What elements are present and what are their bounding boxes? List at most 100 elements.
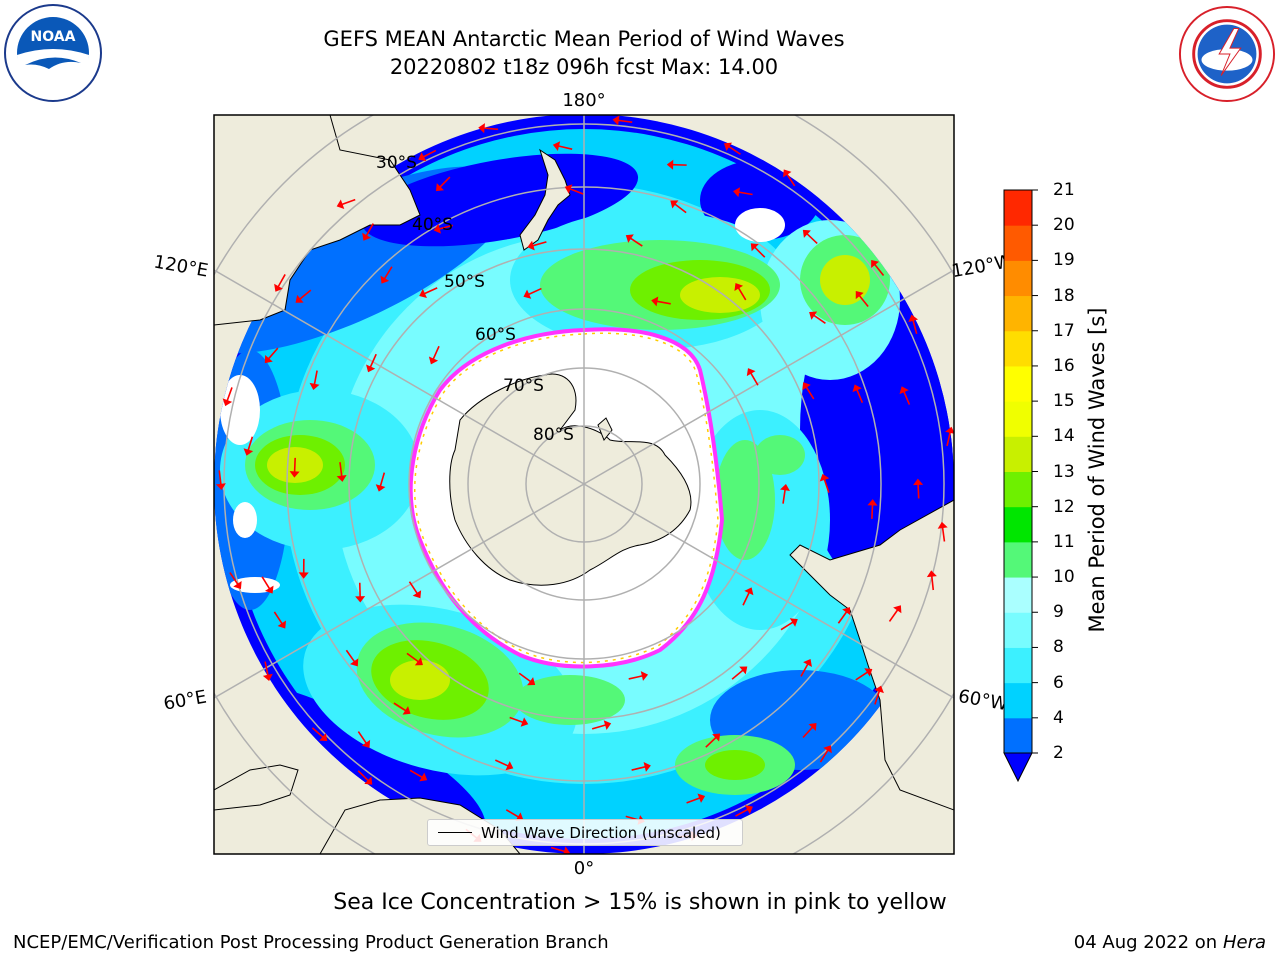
map-frame — [213, 114, 955, 855]
colorbar-tick-label: 10 — [1053, 567, 1075, 588]
wave-direction-arrow — [247, 436, 254, 451]
colorbar-tick-label: 15 — [1053, 391, 1075, 412]
wave-direction-arrowhead — [262, 673, 273, 681]
wave-direction-arrow — [550, 846, 565, 853]
colorbar-bin — [1004, 541, 1032, 578]
wave-direction-arrow — [569, 188, 584, 195]
wave-direction-arrowhead — [651, 296, 659, 307]
colorbar-tick-label: 18 — [1053, 285, 1075, 306]
wave-direction-arrowhead — [309, 382, 320, 391]
lon-label-60e: 60°E — [162, 686, 208, 714]
madagascar-landmass — [214, 764, 299, 811]
wave-direction-arrow — [858, 295, 869, 308]
wave-direction-arrow — [941, 527, 946, 542]
wave-direction-arrow — [805, 386, 815, 400]
wave-direction-arrowhead — [289, 471, 300, 478]
antarctica-landmass — [449, 373, 692, 586]
wave-direction-arrow — [631, 766, 646, 771]
wave-direction-arrow — [264, 661, 269, 676]
colorbar-tick-label: 11 — [1053, 531, 1075, 552]
wave-direction-arrowhead — [478, 123, 485, 134]
wave-direction-arrow — [630, 237, 643, 247]
graticule — [214, 115, 954, 854]
wave-direction-arrowhead — [362, 232, 371, 241]
wave-direction-arrow — [931, 576, 935, 591]
legend-line-icon — [438, 832, 472, 833]
wave-direction-arrow — [439, 224, 453, 230]
wave-direction-arrowhead — [298, 572, 309, 579]
wave-direction-arrow — [917, 484, 920, 499]
colorbar-tick-label: 20 — [1053, 215, 1075, 236]
colorbar-label: Mean Period of Wind Waves [s] — [1085, 307, 1109, 633]
wave-direction-arrowhead — [243, 448, 254, 456]
wave-direction-arrow — [393, 702, 407, 712]
wave-direction-arrowhead — [871, 259, 880, 269]
wave-direction-arrow — [226, 387, 233, 401]
wave-direction-arrowhead — [802, 382, 811, 391]
wave-direction-arrow — [591, 724, 606, 730]
wave-direction-arrowhead — [375, 484, 386, 492]
wave-direction-arrow — [341, 198, 356, 206]
wave-direction-arrowhead — [435, 183, 444, 192]
wave-direction-arrow — [903, 391, 911, 405]
lon-label-120e: 120°E — [152, 251, 210, 281]
wave-direction-arrowhead — [319, 733, 328, 742]
wave-direction-arrow — [874, 264, 885, 276]
wave-direction-arrow — [484, 127, 499, 131]
wave-direction-arrow — [738, 191, 753, 196]
colorbar-bin — [1004, 365, 1032, 402]
wave-direction-arrow — [728, 145, 741, 155]
lon-label-180: 180° — [562, 90, 605, 111]
wave-direction-arrowhead — [336, 199, 345, 209]
wave-direction-arrow — [277, 274, 286, 288]
wave-direction-arrowhead — [505, 761, 514, 771]
wave-direction-arrow — [823, 479, 830, 493]
wave-direction-arrow — [731, 669, 744, 680]
wave-direction-arrow — [737, 287, 747, 301]
wave-direction-arrowhead — [612, 115, 620, 126]
wave-direction-arrowhead — [527, 240, 535, 251]
wave-direction-arrowhead — [670, 200, 679, 209]
producer-credit: NCEP/EMC/Verification Post Processing Pr… — [13, 932, 609, 953]
wave-direction-arrowhead — [355, 596, 366, 603]
sea-ice-note: Sea Ice Concentration > 15% is shown in … — [333, 890, 947, 915]
wave-direction-arrow — [261, 576, 271, 590]
wave-direction-arrow — [229, 572, 239, 585]
wave-direction-arrow — [946, 432, 951, 447]
wave-direction-arrowhead — [603, 720, 612, 730]
legend-label: Wind Wave Direction (unscaled) — [481, 823, 721, 842]
wave-direction-arrowhead — [277, 620, 287, 629]
wave-direction-arrowhead — [264, 355, 273, 364]
wave-direction-arrowhead — [274, 283, 283, 292]
wave-direction-arrowhead — [867, 499, 878, 506]
wave-direction-arrowhead — [564, 184, 573, 194]
colorbar-bin — [1004, 506, 1032, 543]
wave-direction-arrow — [406, 652, 419, 663]
wave-direction-arrowhead — [899, 386, 909, 395]
colorbar-tick-label: 8 — [1053, 637, 1064, 658]
wave-direction-arrowhead — [523, 289, 532, 299]
wave-direction-arrowhead — [802, 229, 811, 238]
nws-logo-icon — [1178, 5, 1276, 103]
wave-direction-arrow — [313, 370, 318, 385]
wave-direction-arrow — [813, 314, 826, 324]
wave-direction-arrowhead — [520, 717, 529, 727]
wave-direction-arrowhead — [937, 521, 948, 529]
wave-direction-arrowhead — [364, 776, 373, 785]
wave-direction-arrow — [800, 663, 809, 677]
wave-direction-arrowhead — [366, 364, 376, 373]
wave-direction-arrowhead — [808, 722, 817, 731]
wave-direction-arrowhead — [783, 169, 792, 178]
wave-direction-arrow — [409, 769, 423, 778]
wave-direction-arrowhead — [893, 605, 902, 614]
colorbar-tick-label: 6 — [1053, 672, 1064, 693]
wave-direction-arrowhead — [734, 283, 744, 291]
wave-direction-arrow — [509, 716, 524, 723]
colorbar-tick-label: 4 — [1053, 707, 1064, 728]
new-zealand-landmass — [519, 148, 571, 251]
run-machine: Hera — [1222, 932, 1266, 953]
wave-direction-arrow — [656, 300, 671, 305]
wave-direction-arrowhead — [750, 243, 759, 252]
colorbar-bin — [1004, 225, 1032, 261]
colorbar-tick-label: 21 — [1053, 180, 1075, 200]
